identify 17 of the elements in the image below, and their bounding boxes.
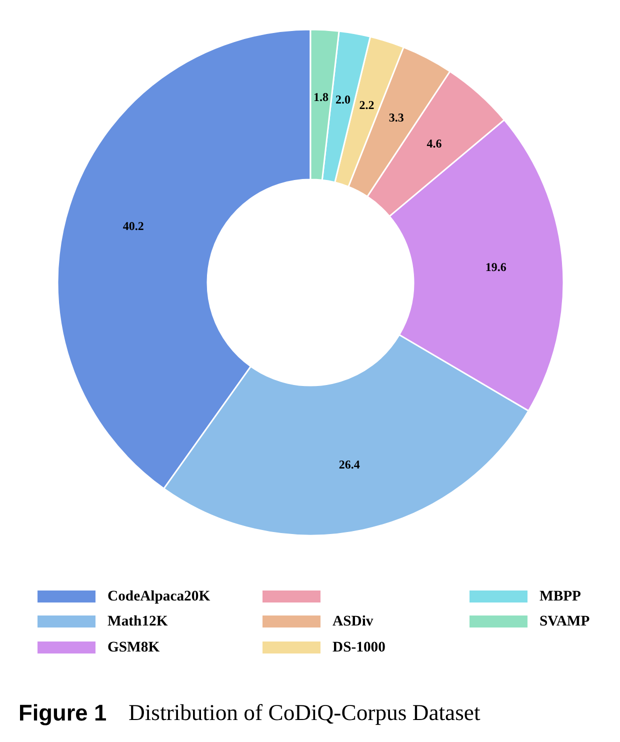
legend-label: MBPP <box>540 588 582 604</box>
data-label: 2.2 <box>359 98 374 112</box>
data-label: 26.4 <box>338 457 360 472</box>
legend-label: SVAMP <box>540 614 590 630</box>
data-label: 2.0 <box>336 92 351 106</box>
legend-label: GSM8K <box>108 640 160 656</box>
data-label: 19.6 <box>485 260 506 274</box>
data-label: 40.2 <box>122 218 144 233</box>
data-label: 1.8 <box>314 90 328 104</box>
data-label: 4.6 <box>426 136 442 151</box>
text: Distribution of CoDiQ-Corpus Dataset <box>128 700 481 725</box>
legend-label: Math12K <box>108 614 168 630</box>
legend-label: CodeAlpaca20K <box>108 588 211 604</box>
legend-label: DS-1000 <box>332 640 386 656</box>
caption: Figure 1 <box>18 700 107 726</box>
data-label: 3.3 <box>388 110 404 125</box>
legend-label: ASDiv <box>332 614 374 630</box>
